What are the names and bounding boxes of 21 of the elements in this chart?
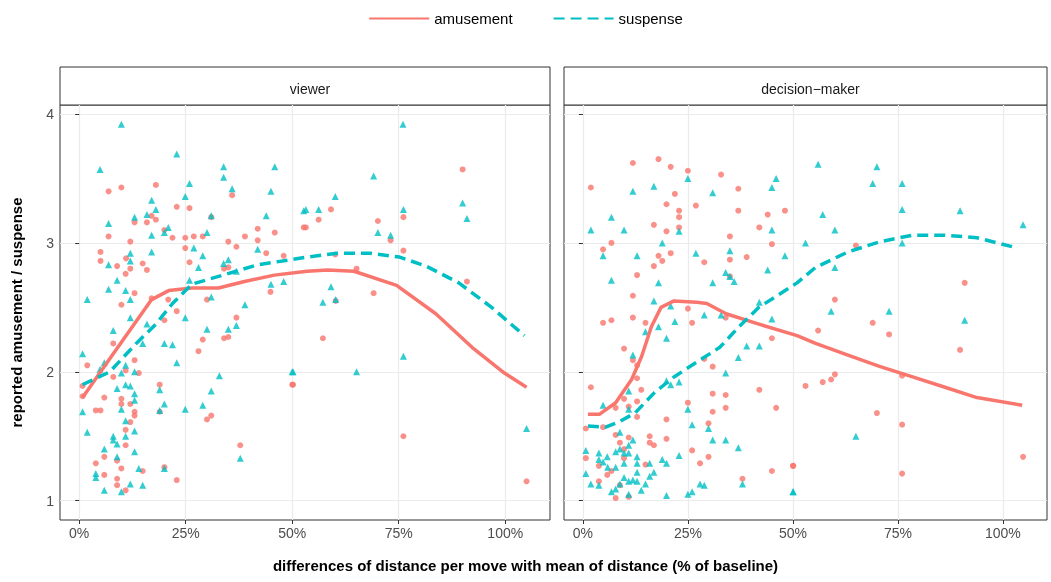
x-tick-label: 50%	[278, 525, 307, 541]
x-tick-label: 75%	[883, 525, 912, 541]
legend-label: suspense	[618, 10, 683, 27]
y-tick-label: 3	[46, 234, 55, 251]
x-tick-label: 100%	[487, 525, 524, 541]
x-tick-label: 100%	[984, 525, 1021, 541]
y-tick-label: 1	[46, 492, 55, 509]
x-tick-label: 0%	[69, 525, 90, 541]
y-tick-label: 4	[46, 106, 55, 123]
x-tick-label: 0%	[572, 525, 594, 541]
y-tick-label: 2	[46, 363, 55, 380]
chart-title: decision−maker	[761, 81, 861, 97]
x-tick-label: 25%	[673, 525, 702, 541]
legend-label: amusement	[434, 10, 514, 27]
x-tick-label: 50%	[778, 525, 807, 541]
y-axis-title: reported amusement / suspense	[8, 197, 25, 428]
line-series	[80, 251, 527, 387]
chart-title: viewer	[289, 81, 331, 97]
x-tick-label: 75%	[384, 525, 413, 541]
x-axis-title: differences of distance per move with mean of distance (% of baseline)	[272, 557, 779, 574]
x-tick-label: 25%	[171, 525, 200, 541]
